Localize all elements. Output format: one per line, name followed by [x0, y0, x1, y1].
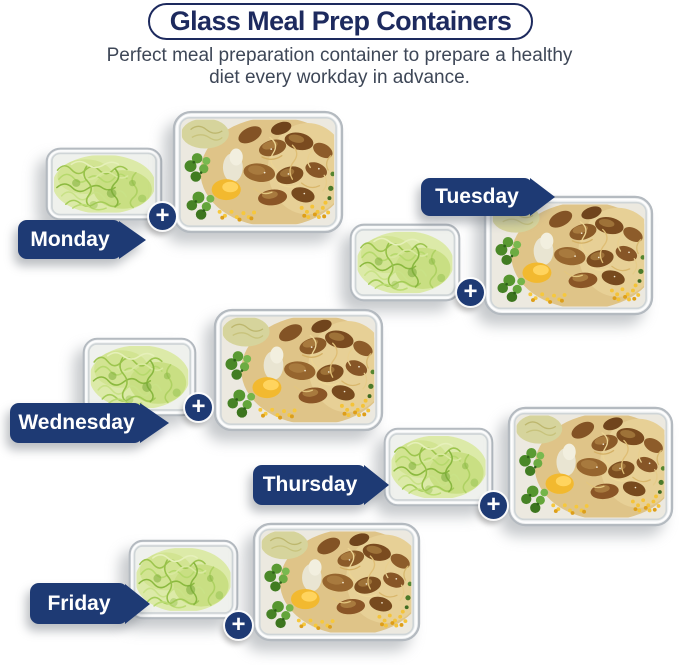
plus-glyph: + [486, 490, 501, 518]
day-label-friday: Friday [30, 583, 128, 624]
subtitle-line-2: diet every workday in advance. [209, 67, 470, 88]
day-label-thursday: Thursday [253, 465, 367, 505]
subtitle: Perfect meal preparation container to pr… [0, 45, 679, 89]
small-container-photo-thursday [383, 427, 494, 507]
day-banner-friday: Friday [30, 583, 150, 624]
plus-glyph: + [463, 277, 478, 305]
day-label-wednesday: Wednesday [10, 403, 143, 443]
banner-arrow-icon [125, 583, 150, 624]
banner-arrow-icon [364, 465, 389, 505]
plus-icon: + [185, 394, 212, 421]
large-container-photo-thursday [507, 406, 674, 527]
large-container-photo-wednesday [213, 308, 384, 432]
day-banner-tuesday: Tuesday [421, 178, 555, 216]
plus-icon: + [225, 612, 252, 639]
title-pill: Glass Meal Prep Containers [148, 3, 533, 40]
plus-glyph: + [231, 610, 246, 638]
plus-icon: + [149, 203, 176, 230]
day-banner-wednesday: Wednesday [10, 403, 169, 443]
page-title: Glass Meal Prep Containers [169, 6, 512, 36]
plus-glyph: + [155, 201, 170, 229]
day-banner-monday: Monday [18, 220, 146, 259]
plus-icon: + [457, 279, 484, 306]
large-container-photo-friday [252, 522, 421, 642]
plus-glyph: + [191, 392, 206, 420]
small-container-photo-monday [45, 147, 163, 221]
banner-arrow-icon [530, 178, 555, 216]
plus-icon: + [480, 492, 507, 519]
subtitle-line-1: Perfect meal preparation container to pr… [106, 45, 573, 66]
day-label-monday: Monday [18, 220, 122, 259]
small-container-photo-tuesday [349, 223, 461, 302]
day-label-tuesday: Tuesday [421, 178, 533, 216]
banner-arrow-icon [140, 403, 169, 443]
banner-arrow-icon [119, 220, 146, 259]
large-container-photo-monday [172, 110, 344, 234]
day-banner-thursday: Thursday [253, 465, 389, 505]
